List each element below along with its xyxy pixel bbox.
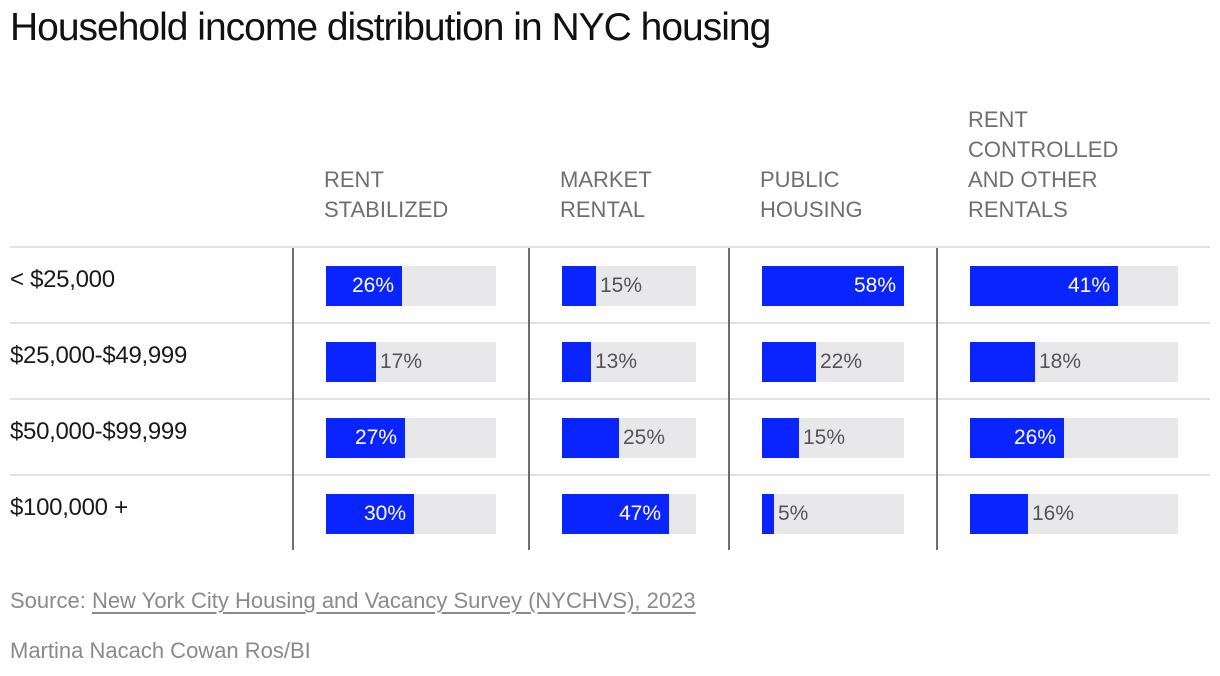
row-divider [10,322,1210,324]
bar [326,418,405,458]
data-label: 30% [363,502,406,525]
row-label: < $25,000 [10,266,115,293]
bar-track: 25% [562,418,696,458]
row-divider [10,398,1210,400]
chart-title: Household income distribution in NYC hou… [10,6,771,49]
data-label: 27% [354,426,397,449]
bar [762,494,774,534]
bar [562,342,591,382]
bar [970,266,1118,306]
column-header: MARKET RENTAL [560,167,652,222]
row-label: $100,000 + [10,494,128,521]
data-label: 58% [853,274,896,297]
bar-track: 5% [762,494,904,534]
column-divider [528,248,530,550]
bar-track: 30% [326,494,496,534]
source-prefix: Source: [10,588,92,613]
data-label: 17% [380,350,423,373]
bar [326,342,376,382]
bar-track: 27% [326,418,496,458]
row-label: $25,000-$49,999 [10,342,188,369]
bar-track: 15% [762,418,904,458]
data-label: 15% [600,274,643,297]
bar [562,418,619,458]
data-label: 26% [1013,426,1056,449]
data-label: 5% [778,502,809,525]
bar-track: 17% [326,342,496,382]
data-label: 26% [351,274,394,297]
row-divider [10,246,1210,248]
bar-track: 15% [562,266,696,306]
column-divider [728,248,730,550]
bar [762,418,799,458]
data-label: 41% [1067,274,1110,297]
bar [326,494,414,534]
bar-track: 13% [562,342,696,382]
column-divider [292,248,294,550]
bar [562,266,596,306]
bar [762,342,816,382]
data-label: 16% [1032,502,1075,525]
bar [762,266,904,306]
bar [562,494,669,534]
column-header: PUBLIC HOUSING [760,167,863,222]
bar-track: 18% [970,342,1178,382]
data-label: 25% [623,426,666,449]
bar [970,418,1064,458]
source-link[interactable]: New York City Housing and Vacancy Survey… [91,588,696,613]
bar-track: 47% [562,494,696,534]
bar [326,266,402,306]
data-label: 15% [803,426,846,449]
bar-track: 58% [762,266,904,306]
bar [970,494,1028,534]
bar-track: 16% [970,494,1178,534]
column-header: RENT CONTROLLED AND OTHER RENTALS [968,107,1119,222]
column-divider [936,248,938,550]
bar-track: 41% [970,266,1178,306]
column-header: RENT STABILIZED [324,167,449,222]
data-label: 22% [820,350,863,373]
bar-track: 22% [762,342,904,382]
row-label: $50,000-$99,999 [10,418,188,445]
bar [970,342,1035,382]
source-note: Source: New York City Housing and Vacanc… [10,588,696,614]
data-label: 18% [1039,350,1082,373]
bar-track: 26% [326,266,496,306]
row-divider [10,474,1210,476]
author-credit: Martina Nacach Cowan Ros/BI [10,638,311,663]
bar-track: 26% [970,418,1178,458]
data-label: 47% [618,502,661,525]
data-label: 13% [595,350,638,373]
